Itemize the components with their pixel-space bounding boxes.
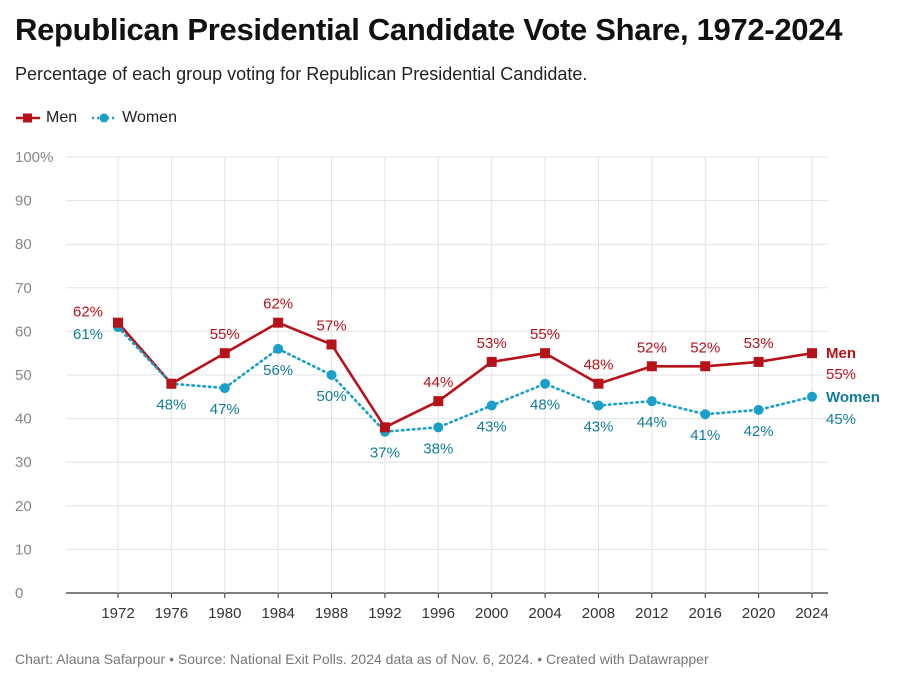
legend-item-women: Women xyxy=(91,109,177,127)
footer-separator: • xyxy=(165,651,178,667)
x-tick-label: 1992 xyxy=(368,605,401,622)
x-tick-label: 1996 xyxy=(422,605,455,622)
chart-title: Republican Presidential Candidate Vote S… xyxy=(15,12,843,47)
legend-label-men: Men xyxy=(46,109,78,126)
women-data-label: 48% xyxy=(530,397,560,414)
women-data-label: 37% xyxy=(370,445,400,462)
footer-separator: • xyxy=(533,651,546,667)
men-legend-marker-icon xyxy=(16,113,40,123)
men-data-point xyxy=(593,378,604,389)
footer-source: Source: National Exit Polls. 2024 data a… xyxy=(177,651,534,667)
women-legend-marker-icon xyxy=(92,113,117,123)
x-tick-label: 1984 xyxy=(261,605,294,622)
men-data-point xyxy=(753,356,764,367)
women-data-label: 56% xyxy=(263,362,293,379)
men-data-point xyxy=(379,422,390,433)
footer-credit: Chart: Alauna Safarpour xyxy=(15,651,166,667)
x-tick-label: 2020 xyxy=(742,605,775,622)
men-data-point xyxy=(646,361,657,372)
women-data-label: 47% xyxy=(210,401,240,418)
men-data-point xyxy=(326,339,337,350)
men-data-label: 57% xyxy=(317,317,347,334)
women-data-label: 48% xyxy=(156,397,186,414)
chart-subtitle: Percentage of each group voting for Repu… xyxy=(15,64,588,84)
women-data-point xyxy=(273,343,284,354)
x-tick-label: 1976 xyxy=(155,605,188,622)
footer-created-with: Created with Datawrapper xyxy=(546,651,709,667)
x-tick-label: 2016 xyxy=(689,605,722,622)
x-tick-label: 2004 xyxy=(528,605,561,622)
women-data-label: 38% xyxy=(423,440,453,457)
men-data-label: 44% xyxy=(423,374,453,391)
y-tick-label: 60 xyxy=(15,323,32,340)
women-data-point xyxy=(326,370,337,380)
men-data-point xyxy=(433,396,444,407)
x-tick-label: 2008 xyxy=(582,605,615,622)
men-data-point xyxy=(113,317,123,328)
y-tick-label: 80 xyxy=(15,236,32,253)
women-data-label: 41% xyxy=(690,427,720,444)
line-chart: 0 10 20 30 40 50 60 70 80 90 100% 1972 1976 1980 1984 1… xyxy=(15,149,880,622)
men-data-point xyxy=(486,356,497,367)
men-data-point xyxy=(540,348,551,359)
y-tick-label: 30 xyxy=(15,454,32,471)
y-tick-label: 10 xyxy=(15,541,32,558)
men-series-line xyxy=(117,321,813,429)
women-data-point xyxy=(807,391,817,402)
women-data-point xyxy=(700,409,711,420)
women-data-label: 45% xyxy=(826,411,856,428)
legend: Men Women xyxy=(15,107,191,129)
x-tick-label: 2024 xyxy=(795,605,828,622)
men-data-point xyxy=(219,348,230,359)
y-tick-label: 100% xyxy=(15,149,53,166)
women-data-point xyxy=(540,378,551,389)
women-series-line xyxy=(116,325,814,433)
y-tick-label: 90 xyxy=(15,193,32,210)
men-data-point xyxy=(807,348,817,359)
x-tick-label: 1972 xyxy=(101,605,134,622)
y-tick-label: 0 xyxy=(15,585,23,602)
y-tick-label: 50 xyxy=(15,367,32,384)
men-data-point xyxy=(700,361,711,372)
women-data-point xyxy=(486,400,497,411)
women-data-label: 50% xyxy=(317,388,347,405)
y-tick-label: 70 xyxy=(15,280,32,297)
women-data-label: 61% xyxy=(73,326,103,343)
women-data-point xyxy=(433,422,444,433)
men-data-label: 55% xyxy=(210,326,240,343)
women-data-label: 43% xyxy=(477,419,507,436)
y-tick-label: 40 xyxy=(15,411,32,428)
men-data-point xyxy=(273,317,284,328)
women-data-label: 43% xyxy=(583,419,613,436)
men-data-label: 55% xyxy=(826,366,856,383)
men-end-label: Men xyxy=(826,345,856,362)
men-data-label: 62% xyxy=(73,304,103,321)
x-tick-label: 2000 xyxy=(475,605,508,622)
women-data-point xyxy=(219,383,230,394)
women-data-point xyxy=(593,400,604,411)
x-tick-label: 1988 xyxy=(315,605,348,622)
legend-label-women: Women xyxy=(122,109,177,126)
men-data-point xyxy=(166,378,177,389)
legend-item-men: Men xyxy=(15,109,77,127)
men-data-label: 53% xyxy=(744,335,774,352)
women-data-label: 42% xyxy=(744,423,774,440)
women-data-label: 44% xyxy=(637,414,667,431)
men-data-label: 52% xyxy=(690,339,720,356)
men-data-label: 48% xyxy=(583,357,613,374)
x-tick-label: 2012 xyxy=(635,605,668,622)
women-data-point xyxy=(753,404,764,415)
women-end-label: Women xyxy=(826,389,880,406)
x-tick-label: 1980 xyxy=(208,605,241,622)
women-data-point xyxy=(646,396,657,407)
y-tick-label: 20 xyxy=(15,498,32,515)
men-data-label: 53% xyxy=(477,335,507,352)
men-data-label: 62% xyxy=(263,296,293,313)
men-data-label: 52% xyxy=(637,339,667,356)
men-data-label: 55% xyxy=(530,326,560,343)
footer: Chart: Alauna Safarpour • Source: Nation… xyxy=(15,651,709,667)
